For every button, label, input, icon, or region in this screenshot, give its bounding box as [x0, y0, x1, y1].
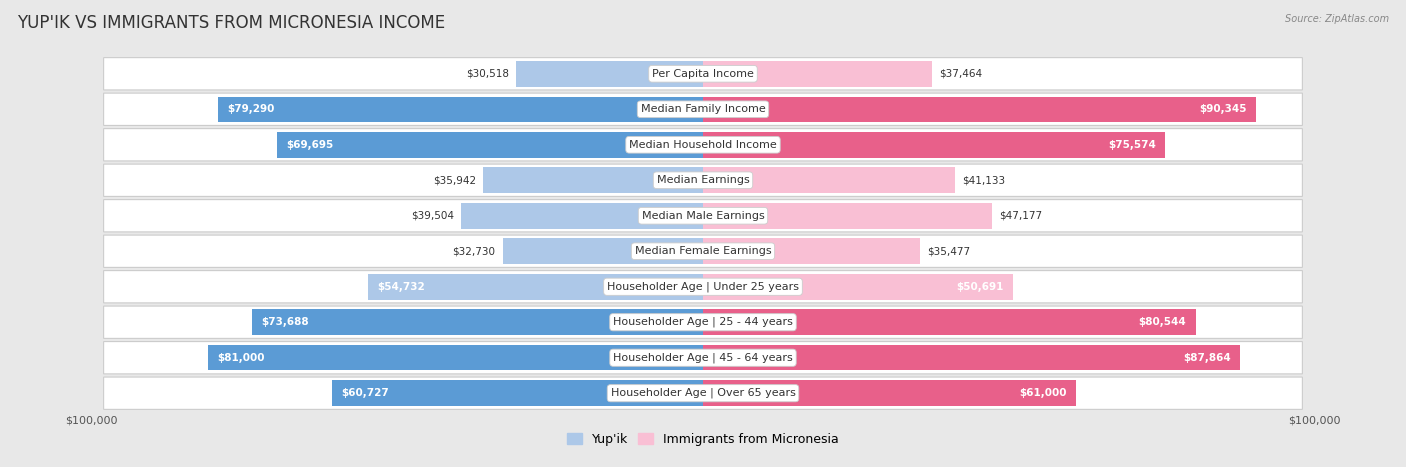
- Bar: [703, 274, 1014, 299]
- Text: $37,464: $37,464: [939, 69, 983, 79]
- Text: $61,000: $61,000: [1019, 388, 1067, 398]
- Text: Median Male Earnings: Median Male Earnings: [641, 211, 765, 221]
- Text: $35,942: $35,942: [433, 175, 475, 185]
- Bar: [703, 239, 920, 264]
- Bar: [703, 381, 1076, 406]
- Text: Median Family Income: Median Family Income: [641, 104, 765, 114]
- FancyBboxPatch shape: [104, 199, 1302, 232]
- Text: $32,730: $32,730: [453, 246, 495, 256]
- Bar: [461, 203, 703, 228]
- Bar: [208, 345, 703, 370]
- Bar: [368, 274, 703, 299]
- Text: $30,518: $30,518: [465, 69, 509, 79]
- Text: Median Earnings: Median Earnings: [657, 175, 749, 185]
- Text: $73,688: $73,688: [262, 317, 309, 327]
- Text: Householder Age | 25 - 44 years: Householder Age | 25 - 44 years: [613, 317, 793, 327]
- Text: $69,695: $69,695: [285, 140, 333, 150]
- Bar: [516, 61, 703, 86]
- Text: $50,691: $50,691: [956, 282, 1004, 292]
- Text: $54,732: $54,732: [377, 282, 425, 292]
- Text: $79,290: $79,290: [228, 104, 274, 114]
- Text: $41,133: $41,133: [962, 175, 1005, 185]
- Text: $75,574: $75,574: [1108, 140, 1156, 150]
- Bar: [503, 239, 703, 264]
- Bar: [484, 168, 703, 193]
- FancyBboxPatch shape: [104, 377, 1302, 410]
- Text: $90,345: $90,345: [1199, 104, 1246, 114]
- Bar: [703, 345, 1240, 370]
- Text: $60,727: $60,727: [340, 388, 388, 398]
- Text: Source: ZipAtlas.com: Source: ZipAtlas.com: [1285, 14, 1389, 24]
- Bar: [218, 97, 703, 122]
- Text: Median Household Income: Median Household Income: [628, 140, 778, 150]
- FancyBboxPatch shape: [104, 164, 1302, 197]
- Text: $35,477: $35,477: [928, 246, 970, 256]
- Text: Householder Age | Under 25 years: Householder Age | Under 25 years: [607, 282, 799, 292]
- Bar: [252, 310, 703, 335]
- Text: $87,864: $87,864: [1184, 353, 1232, 363]
- FancyBboxPatch shape: [104, 270, 1302, 303]
- FancyBboxPatch shape: [104, 128, 1302, 161]
- Bar: [703, 97, 1256, 122]
- Bar: [332, 381, 703, 406]
- Text: $80,544: $80,544: [1139, 317, 1187, 327]
- Text: Median Female Earnings: Median Female Earnings: [634, 246, 772, 256]
- FancyBboxPatch shape: [104, 306, 1302, 339]
- Bar: [703, 310, 1195, 335]
- Text: $47,177: $47,177: [998, 211, 1042, 221]
- Bar: [703, 168, 955, 193]
- Text: YUP'IK VS IMMIGRANTS FROM MICRONESIA INCOME: YUP'IK VS IMMIGRANTS FROM MICRONESIA INC…: [17, 14, 444, 32]
- Bar: [703, 203, 991, 228]
- Text: $81,000: $81,000: [217, 353, 264, 363]
- Text: Householder Age | Over 65 years: Householder Age | Over 65 years: [610, 388, 796, 398]
- Bar: [277, 132, 703, 157]
- Bar: [703, 61, 932, 86]
- FancyBboxPatch shape: [104, 93, 1302, 126]
- FancyBboxPatch shape: [104, 235, 1302, 268]
- Text: Householder Age | 45 - 64 years: Householder Age | 45 - 64 years: [613, 353, 793, 363]
- FancyBboxPatch shape: [104, 341, 1302, 374]
- Legend: Yup'ik, Immigrants from Micronesia: Yup'ik, Immigrants from Micronesia: [562, 428, 844, 451]
- Bar: [703, 132, 1166, 157]
- FancyBboxPatch shape: [104, 57, 1302, 90]
- Text: $39,504: $39,504: [411, 211, 454, 221]
- Text: Per Capita Income: Per Capita Income: [652, 69, 754, 79]
